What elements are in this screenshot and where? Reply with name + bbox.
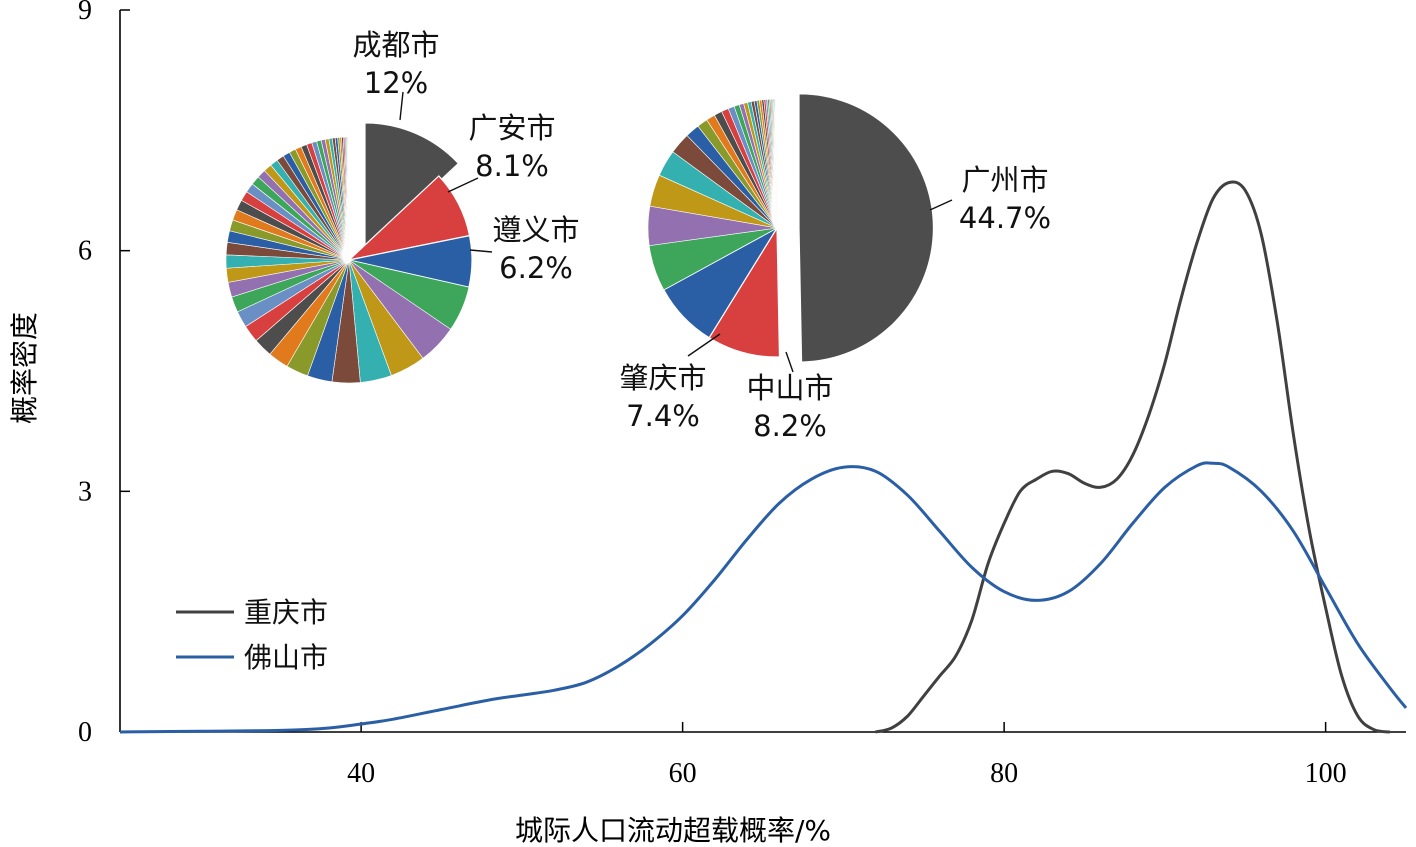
pie-slice-name: 广州市: [961, 163, 1048, 197]
series-line-foshan: [119, 461, 1408, 734]
pie-slice-name: 中山市: [746, 371, 833, 405]
pie-leader-line: [447, 177, 479, 193]
pie-leader-line: [399, 91, 404, 121]
y-axis-label: 概率密度: [8, 312, 41, 424]
pie-slice: [798, 93, 935, 363]
x-tick-label: 60: [669, 758, 697, 789]
x-tick-label: 100: [1305, 758, 1347, 789]
pie-slice-name: 肇庆市: [619, 361, 706, 395]
pie-slice-name: 广安市: [468, 111, 555, 145]
pie-leader-line: [687, 333, 721, 357]
x-tick-label: 80: [990, 758, 1018, 789]
legend-label: 佛山市: [244, 641, 328, 674]
pie-leader-line: [929, 199, 953, 211]
pie-slice-name: 遵义市: [492, 213, 579, 247]
pie-slice-name: 成都市: [352, 28, 439, 62]
x-axis-label: 城际人口流动超载概率/%: [515, 814, 831, 847]
density-lines: [119, 180, 1408, 734]
x-tick-label: 40: [347, 758, 375, 789]
y-tick-label: 0: [78, 717, 92, 748]
pie-slice: [364, 122, 460, 253]
y-tick-label: 3: [78, 476, 92, 507]
foshan-pie: 广州市 44.7% 中山市 8.2% 肇庆市 7.4%: [619, 93, 1051, 443]
pie-slice-percent: 7.4%: [626, 399, 700, 433]
pie-slice-percent: 8.2%: [753, 409, 827, 443]
series-line-chongqing: [875, 180, 1391, 734]
legend-label: 重庆市: [244, 596, 328, 629]
y-tick-label: 9: [78, 0, 92, 26]
pie-slice-percent: 12%: [364, 66, 428, 100]
y-tick-label: 6: [78, 236, 92, 267]
pie-slice-percent: 44.7%: [959, 201, 1051, 235]
pie-slice-percent: 6.2%: [499, 251, 573, 285]
pie-slice-percent: 8.1%: [475, 149, 549, 183]
chongqing-pie: 成都市 12% 广安市 8.1% 遵义市 6.2%: [225, 28, 580, 384]
pie-leader-line: [469, 249, 493, 253]
pie-slice: [348, 136, 350, 261]
pie-leader-line: [785, 351, 794, 373]
axes: 40 60 80 100 0 3 6 9 城际人口流动超载概率/% 概率密度: [8, 0, 1406, 847]
